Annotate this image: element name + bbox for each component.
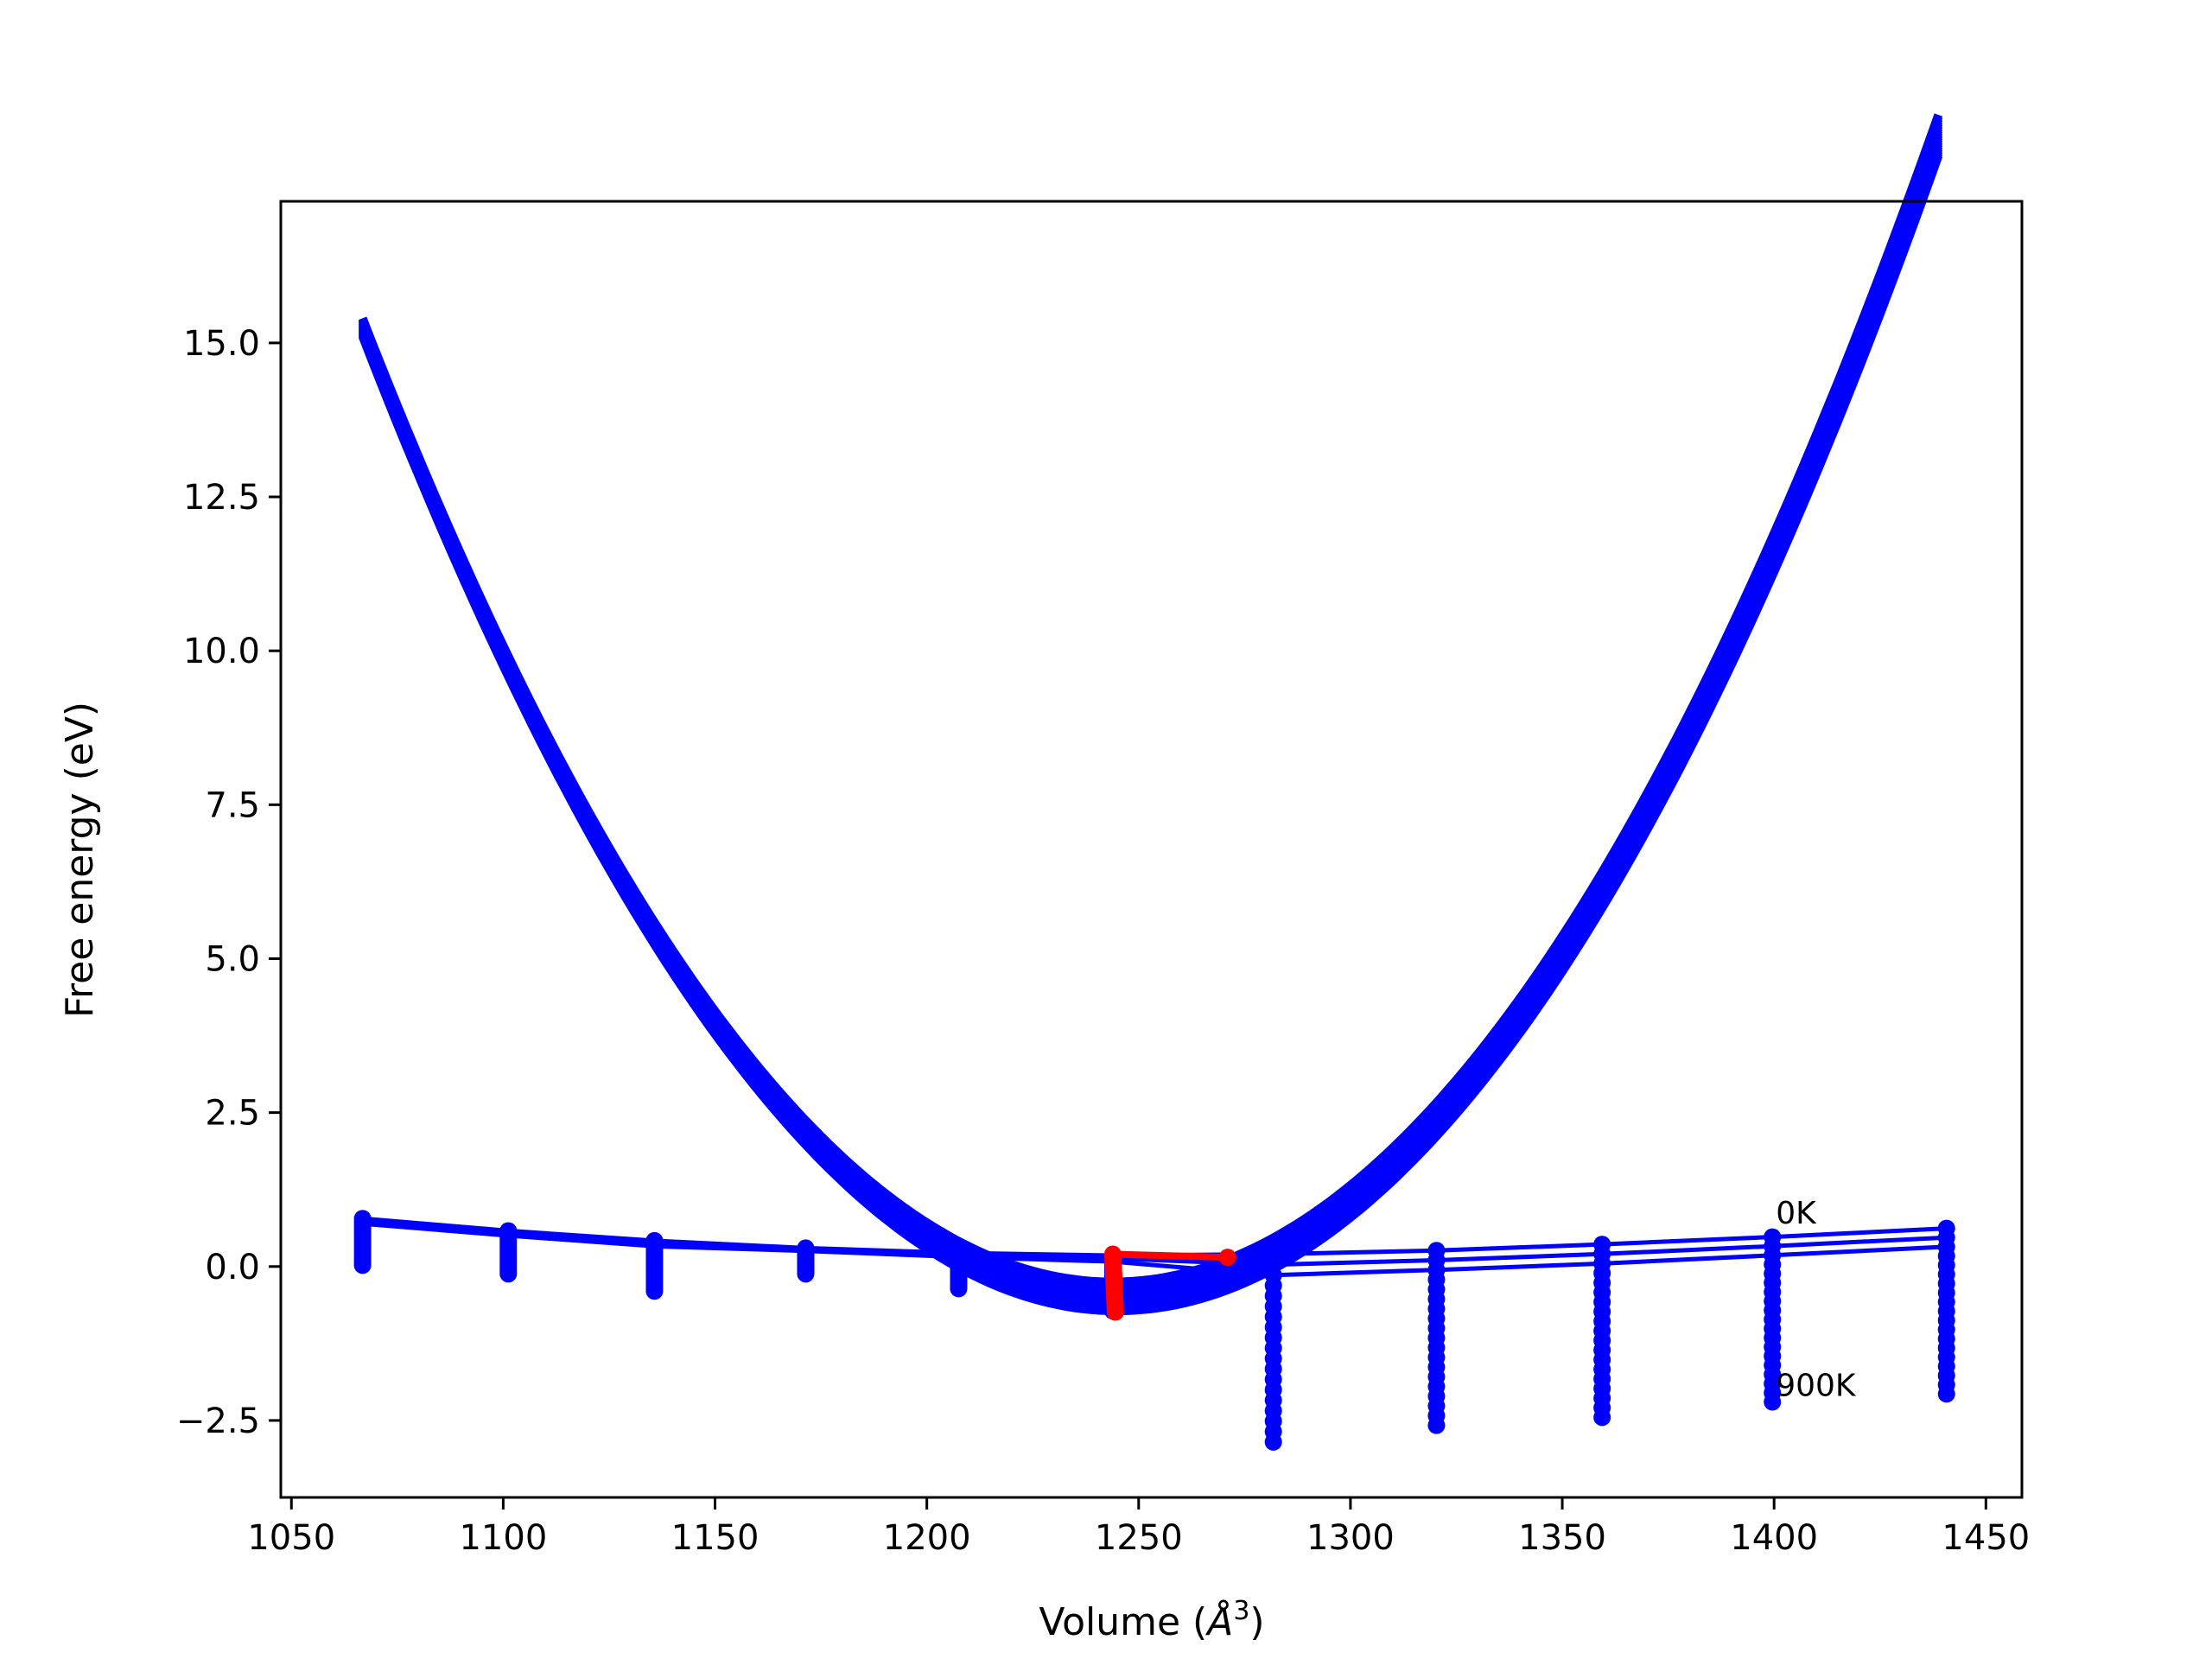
y-tick-label: 2.5 <box>205 1094 260 1134</box>
fitted-curves-group <box>358 113 1943 1316</box>
data-point <box>1764 1393 1782 1411</box>
temperature-annotation: 0K <box>1776 1196 1817 1231</box>
data-point <box>1264 1433 1282 1451</box>
y-tick-label: 7.5 <box>205 785 260 825</box>
minimum-path-connector <box>1112 1250 1228 1262</box>
x-tick-label: 1350 <box>1518 1518 1606 1558</box>
data-point <box>1937 1385 1955 1403</box>
data-point <box>797 1265 815 1283</box>
y-axis: −2.5 0.0 2.5 5.0 7.5 10.0 12.5 15.0 <box>176 324 281 1441</box>
data-point <box>1593 1408 1611 1427</box>
fitted-curve <box>358 154 1943 1316</box>
temperature-annotation: 900K <box>1776 1368 1857 1403</box>
annotations-group: 0K 900K <box>1776 1196 1857 1404</box>
plot-frame <box>279 200 2024 1499</box>
x-tick-label: 1200 <box>883 1518 971 1558</box>
x-axis-title: Volume (Å3) <box>1039 1596 1264 1644</box>
y-tick-label: 5.0 <box>205 939 260 979</box>
data-point <box>499 1265 518 1283</box>
data-point <box>950 1280 968 1298</box>
x-tick-label: 1150 <box>671 1518 760 1558</box>
y-tick-label: 15.0 <box>183 324 260 364</box>
data-point <box>645 1282 664 1300</box>
data-point <box>353 1256 372 1274</box>
x-axis-title-superscript: 3 <box>1233 1596 1249 1626</box>
x-tick-label: 1450 <box>1942 1518 2030 1558</box>
x-axis-title-main: Volume ( <box>1039 1600 1207 1644</box>
minimum-point <box>1218 1249 1236 1267</box>
data-points-group <box>353 1210 1955 1451</box>
x-tick-label: 1100 <box>459 1518 547 1558</box>
y-tick-label: 0.0 <box>205 1248 260 1287</box>
x-axis-title-close: ) <box>1249 1600 1264 1644</box>
y-tick-label: 12.5 <box>183 478 260 518</box>
y-tick-label: 10.0 <box>183 632 260 671</box>
y-tick-label: −2.5 <box>176 1402 260 1441</box>
x-tick-label: 1400 <box>1730 1518 1818 1558</box>
x-axis-title-unit: Å <box>1205 1599 1233 1644</box>
x-tick-label: 1250 <box>1095 1518 1183 1558</box>
x-tick-label: 1050 <box>247 1518 335 1558</box>
x-tick-label: 1300 <box>1306 1518 1395 1558</box>
y-axis-title: Free energy (eV) <box>58 702 102 1018</box>
data-point <box>1427 1416 1446 1434</box>
x-axis: 1050 1100 1150 1200 1250 1300 1350 1400 1450 <box>247 1497 2030 1558</box>
minimum-path-group <box>1103 1245 1236 1321</box>
minimum-point <box>1106 1303 1124 1321</box>
